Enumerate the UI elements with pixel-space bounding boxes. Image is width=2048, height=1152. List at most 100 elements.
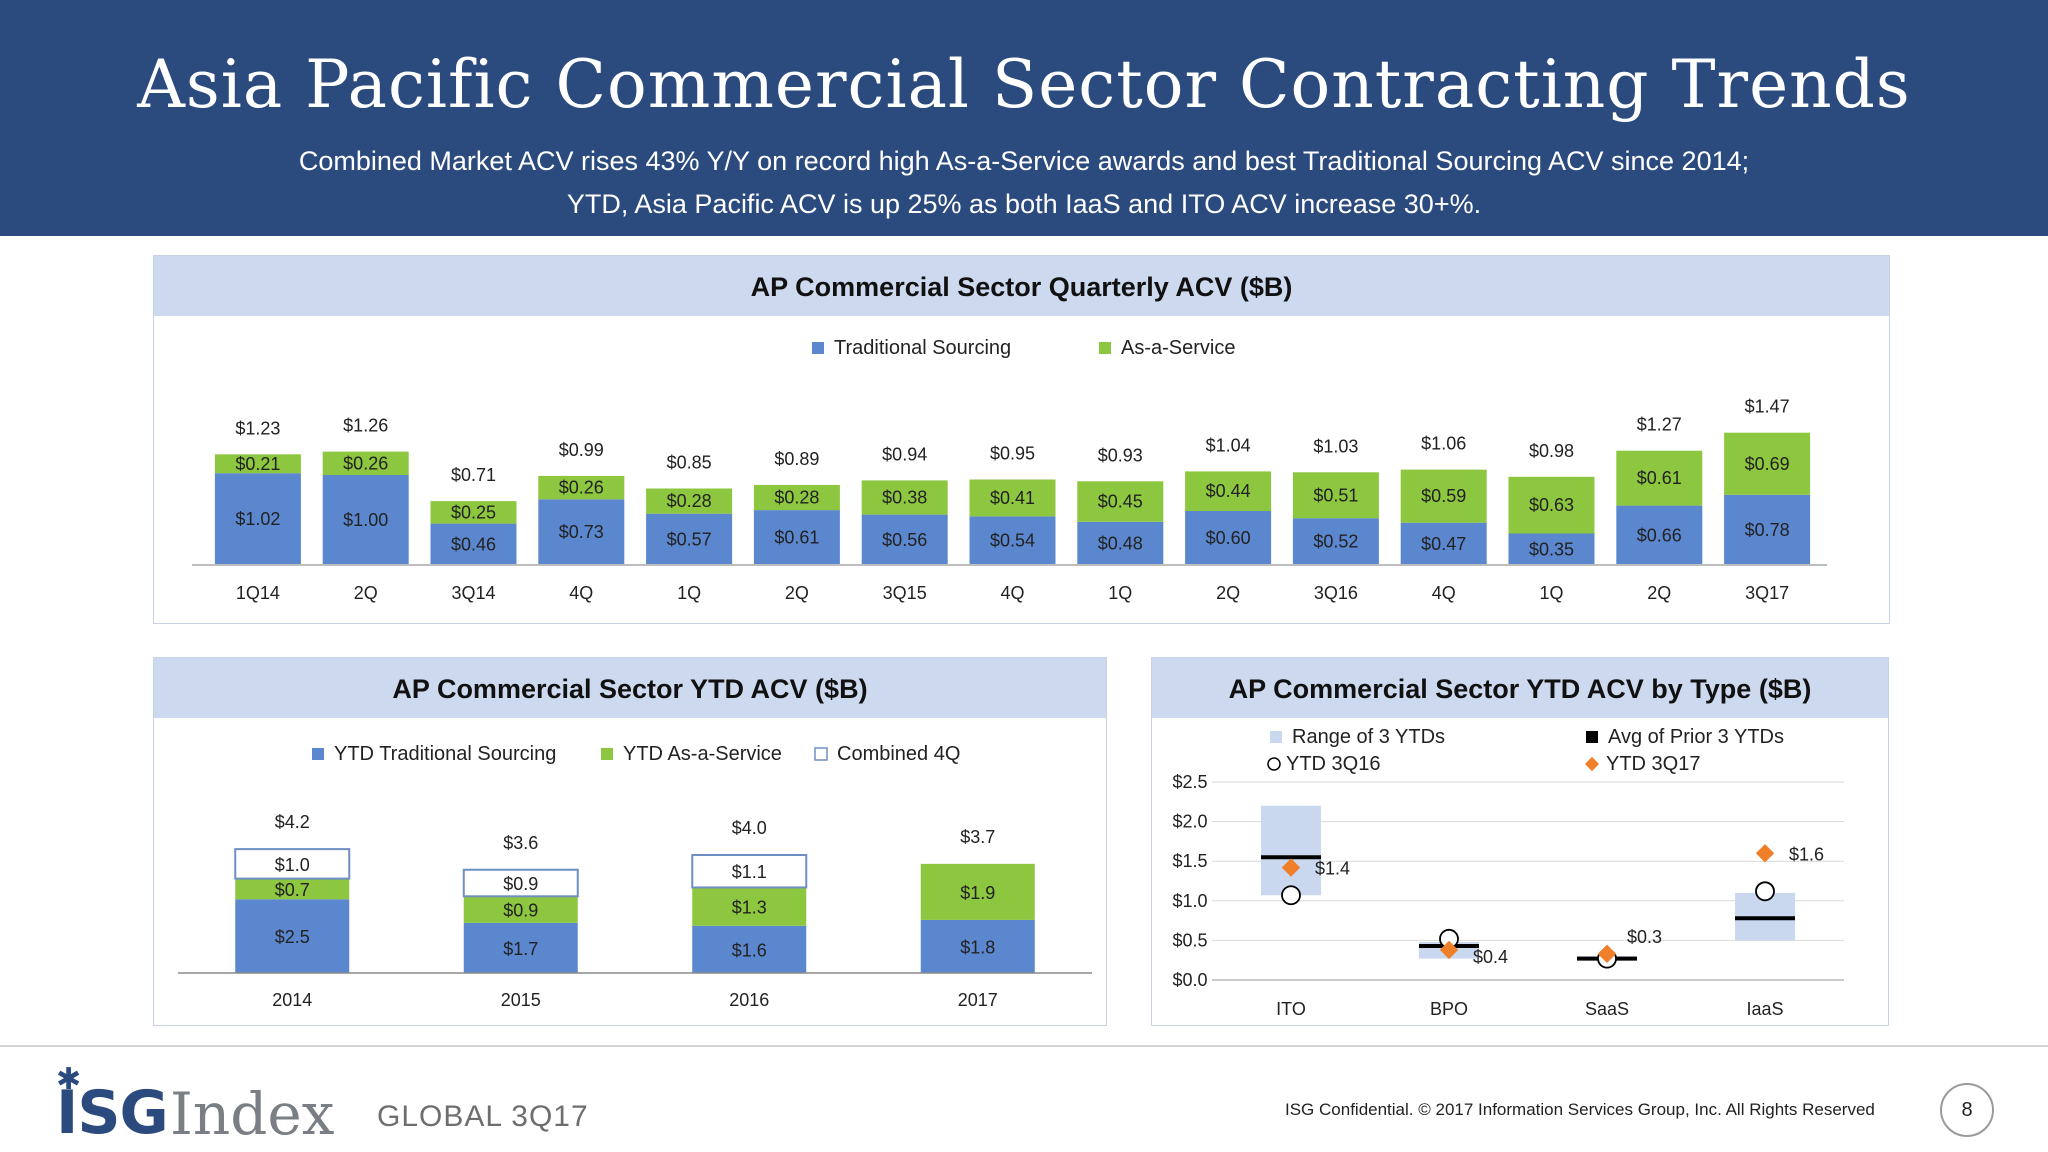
bar-as-a-service: [1616, 450, 1703, 506]
x-tick-label: 3Q16: [1314, 583, 1358, 603]
data-label-ytd-total: $3.6: [503, 833, 538, 853]
bar-traditional: [1616, 505, 1703, 565]
ytd-acv-by-type-panel: AP Commercial Sector YTD ACV by Type ($B…: [1151, 657, 1889, 1026]
logo-star-icon: ✱: [56, 1063, 82, 1096]
data-label-traditional: $1.00: [343, 510, 388, 530]
bar-as-a-service: [753, 484, 840, 511]
data-label-as-a-service: $0.63: [1529, 495, 1574, 515]
data-label-combined-4q: $1.0: [275, 855, 310, 875]
y-tick-label: $2.0: [1172, 812, 1207, 832]
bar-traditional: [1724, 494, 1811, 565]
data-label-as-a-service: $0.26: [343, 453, 388, 473]
data-label-ytd-as-a-service: $1.9: [960, 883, 995, 903]
bar-as-a-service: [538, 475, 625, 500]
x-tick-label: ITO: [1276, 999, 1306, 1019]
legend-label-traditional: Traditional Sourcing: [834, 337, 1011, 359]
data-label-ytd-total: $4.0: [732, 818, 767, 838]
legend-swatch-as-a-service: [1099, 342, 1111, 354]
bar-as-a-service: [1724, 432, 1811, 495]
x-tick-label: 3Q15: [883, 583, 927, 603]
y-tick-label: $0.0: [1172, 970, 1207, 990]
data-label-as-a-service: $0.38: [882, 488, 927, 508]
x-tick-label: 2Q: [1216, 583, 1240, 603]
data-label-as-a-service: $0.25: [451, 502, 496, 522]
data-label-traditional: $0.56: [882, 530, 927, 550]
data-label-traditional: $1.02: [235, 509, 280, 529]
data-label-as-a-service: $0.59: [1421, 486, 1466, 506]
legend-marker-ytd-3q16: [1267, 757, 1281, 771]
data-label-total: $1.47: [1745, 397, 1790, 417]
bar-combined-4q: [691, 854, 808, 889]
data-label-traditional: $0.47: [1421, 534, 1466, 554]
bar-as-a-service: [1077, 481, 1164, 522]
legend-label-ytd-3q16: YTD 3Q16: [1286, 753, 1380, 775]
data-label-as-a-service: $0.44: [1206, 481, 1251, 501]
bar-traditional: [1508, 533, 1595, 565]
y-tick-label: $2.5: [1172, 772, 1207, 792]
data-label-total: $1.03: [1313, 436, 1358, 456]
legend-marker-ytd-3q17: [1584, 756, 1600, 772]
y-tick-label: $0.5: [1172, 930, 1207, 950]
data-label-ytd-traditional: $1.8: [960, 937, 995, 957]
data-label-traditional: $0.54: [990, 531, 1035, 551]
bar-as-a-service: [969, 479, 1056, 517]
ytd-acv-chart: YTD Traditional Sourcing YTD As-a-Service…: [178, 743, 1092, 1010]
bar-as-a-service: [1292, 472, 1379, 519]
data-label-ytd-traditional: $1.7: [503, 939, 538, 959]
subtitle-line-1: Combined Market ACV rises 43% Y/Y on rec…: [298, 146, 1750, 176]
data-label-traditional: $0.35: [1529, 539, 1574, 559]
data-label-total: $1.26: [343, 416, 388, 436]
data-label-as-a-service: $0.26: [559, 478, 604, 498]
data-label-traditional: $0.78: [1745, 520, 1790, 540]
x-tick-label: 2015: [501, 990, 541, 1010]
x-tick-label: BPO: [1430, 999, 1468, 1019]
bar-traditional: [969, 516, 1056, 565]
bar-traditional: [1292, 518, 1379, 565]
legend-swatch-traditional: [812, 342, 824, 354]
bar-traditional: [646, 513, 733, 565]
y-tick-label: $1.0: [1172, 891, 1207, 911]
data-label-total: $0.99: [559, 440, 604, 460]
x-tick-label: 3Q14: [451, 583, 495, 603]
bar-as-a-service: [1400, 469, 1487, 523]
data-label-total: $1.23: [235, 418, 280, 438]
edition-label: GLOBAL 3Q17: [377, 1100, 589, 1133]
legend-swatch-range: [1270, 731, 1282, 743]
isg-index-logo: ✱ ISG Index: [56, 1062, 346, 1148]
y-tick-label: $1.5: [1172, 851, 1207, 871]
ytd-3q17-marker: [1281, 858, 1301, 877]
bar-as-a-service: [322, 451, 409, 475]
subtitle-line-2: YTD, Asia Pacific ACV is up 25% as both …: [566, 189, 1482, 219]
x-tick-label: 2017: [958, 990, 998, 1010]
data-label-total: $0.71: [451, 465, 496, 485]
data-label-traditional: $0.57: [667, 529, 712, 549]
bar-as-a-service: [646, 488, 733, 514]
data-label-ytd-as-a-service: $0.9: [503, 901, 538, 921]
data-label-ytd-as-a-service: $0.7: [275, 880, 310, 900]
data-label-ytd-3q17: $1.4: [1315, 859, 1350, 879]
data-label-total: $0.98: [1529, 441, 1574, 461]
bar-traditional: [430, 523, 517, 565]
data-label-as-a-service: $0.51: [1313, 485, 1358, 505]
data-label-combined-4q: $1.1: [732, 862, 767, 882]
ytd-acv-by-type-title: AP Commercial Sector YTD ACV by Type ($B…: [1152, 658, 1888, 718]
ytd-3q17-marker: [1439, 940, 1459, 960]
data-label-total: $0.94: [882, 444, 927, 464]
data-label-traditional: $0.48: [1098, 533, 1143, 553]
data-label-total: $0.85: [667, 453, 712, 473]
legend-label-ytd-as-a-service: YTD As-a-Service: [623, 743, 782, 765]
data-label-traditional: $0.73: [559, 522, 604, 542]
ytd-acv-title: AP Commercial Sector YTD ACV ($B): [154, 658, 1106, 718]
bar-ytd-as-a-service: [692, 887, 807, 926]
legend-swatch-avg: [1586, 731, 1598, 743]
footer-divider: [0, 1045, 2048, 1047]
data-label-traditional: $0.61: [774, 528, 819, 548]
legend-label-range: Range of 3 YTDs: [1292, 726, 1445, 748]
data-label-ytd-3q17: $0.3: [1627, 927, 1662, 947]
data-label-total: $0.89: [774, 449, 819, 469]
bar-ytd-as-a-service: [235, 878, 350, 900]
x-tick-label: 2Q: [785, 583, 809, 603]
ytd-acv-panel: AP Commercial Sector YTD ACV ($B) YTD Tr…: [153, 657, 1107, 1026]
data-label-traditional: $0.66: [1637, 525, 1682, 545]
data-label-total: $1.04: [1206, 435, 1251, 455]
